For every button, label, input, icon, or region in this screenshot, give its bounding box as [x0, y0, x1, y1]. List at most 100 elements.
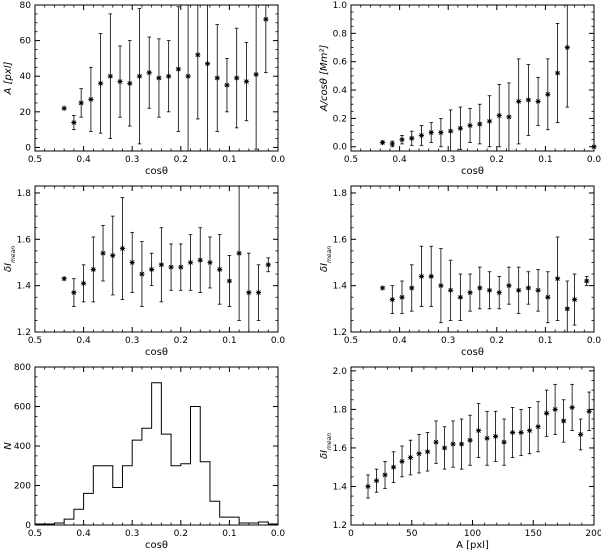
data-point	[496, 290, 502, 296]
data-point	[255, 290, 262, 296]
data-point	[166, 73, 172, 79]
x-tick-label: 0.2	[490, 155, 504, 165]
data-point	[544, 410, 550, 416]
data-point	[365, 483, 371, 490]
x-tick-label: 0.3	[441, 155, 455, 165]
data-point	[448, 128, 454, 134]
x-tick-label: 0.4	[76, 155, 91, 165]
data-point	[168, 264, 174, 270]
data-point	[61, 276, 67, 282]
x-axis-label: A [pxl]	[456, 540, 489, 551]
y-tick-label: 400	[14, 442, 31, 452]
data-point	[98, 80, 104, 86]
data-point	[136, 73, 143, 79]
y-tick-label: 0	[25, 521, 31, 531]
x-tick-label: 0.2	[490, 336, 504, 346]
data-point	[158, 262, 164, 268]
data-point	[438, 129, 444, 136]
plot-frame	[350, 4, 595, 152]
chart-panel-2: 0.5 0.4 0.3 0.2 0.1 0.0 0.0 0.2 0.4 0.6 0.8 1.0 cosθ…	[319, 1, 601, 177]
chart-panel-1: 0.5 0.4 0.3 0.2 0.1 0.0 0 20 40 60 80 cosθ A [pxl]	[3, 1, 285, 177]
data-point	[433, 439, 439, 445]
plot-frame	[350, 185, 595, 333]
data-point	[265, 262, 271, 268]
chart-panel-4: 0.5 0.4 0.3 0.2 0.1 0.0 1.2 1.4 1.6 1.8 cosθ δImean	[319, 185, 601, 358]
data-point	[516, 98, 522, 104]
x-tick-label: 0.5	[28, 155, 42, 165]
x-tick-label: 0.0	[587, 336, 601, 346]
x-tick-label: 50	[406, 529, 418, 539]
data-point	[236, 250, 242, 256]
y-tick-label: 600	[14, 403, 31, 413]
x-tick-label: 0.1	[222, 529, 236, 539]
y-axis-label: A [pxl]	[3, 61, 14, 95]
y-axis-label: N	[3, 442, 14, 450]
x-tick-label: 0.4	[392, 155, 407, 165]
y-tick-label: 40	[20, 72, 32, 82]
x-tick-label: 0.5	[28, 529, 42, 539]
data-point	[61, 105, 67, 111]
y-tick-label: 0	[25, 143, 31, 153]
data-point	[525, 285, 531, 291]
x-axis-label: cosθ	[461, 347, 484, 358]
y-tick-label: 200	[14, 482, 31, 492]
plot-frame	[350, 366, 595, 526]
data-point	[518, 429, 524, 436]
data-point	[399, 137, 405, 143]
data-point	[253, 71, 259, 78]
x-tick-label: 0.0	[587, 155, 601, 165]
data-point	[484, 435, 490, 441]
x-tick-label: 0.0	[271, 529, 286, 539]
data-point	[389, 296, 395, 303]
data-point	[90, 266, 96, 273]
y-axis-label: A/cosθ [Mm²]	[319, 45, 330, 113]
data-point	[516, 287, 522, 293]
data-point	[197, 257, 203, 263]
data-point	[535, 287, 541, 293]
data-point	[554, 276, 561, 282]
data-point	[467, 437, 473, 443]
x-tick-label: 0.4	[76, 336, 91, 346]
y-tick-label: 2.0	[333, 367, 348, 377]
data-point	[373, 478, 380, 484]
data-point	[389, 141, 395, 147]
y-tick-label: 80	[20, 1, 32, 11]
x-tick-label: 0.3	[125, 336, 139, 346]
data-point	[586, 408, 592, 414]
data-point	[204, 61, 211, 67]
x-tick-label: 0.3	[125, 529, 139, 539]
plot-frame	[34, 366, 279, 526]
y-tick-label: 0.2	[333, 114, 347, 124]
chart-panel-5: 0.5 0.4 0.3 0.2 0.1 0.0 0 200 400 600 800 cosθ N	[3, 363, 285, 551]
data-point	[382, 472, 388, 478]
data-point	[506, 114, 512, 120]
y-tick-label: 0.0	[333, 143, 348, 153]
y-tick-label: 0.6	[333, 58, 348, 68]
x-tick-label: 0.5	[344, 336, 358, 346]
data-point	[100, 250, 106, 256]
x-tick-label: 0.2	[174, 529, 188, 539]
data-point	[399, 458, 405, 465]
data-point	[149, 266, 155, 273]
data-point	[399, 294, 405, 300]
data-point	[475, 427, 482, 434]
y-tick-label: 800	[14, 363, 31, 373]
y-tick-label: 1.8	[333, 189, 348, 199]
data-point	[501, 439, 507, 445]
data-point	[506, 283, 512, 289]
data-point	[457, 294, 463, 300]
y-tick-label: 1.4	[333, 482, 348, 492]
y-tick-label: 1.2	[333, 521, 347, 531]
data-point	[175, 66, 181, 72]
data-point	[564, 306, 570, 312]
y-axis-label: δImean	[319, 433, 333, 459]
data-point	[448, 287, 454, 293]
data-point	[195, 52, 201, 58]
x-tick-label: 0.5	[344, 155, 358, 165]
data-point	[379, 285, 386, 291]
y-tick-label: 1.2	[333, 328, 347, 338]
data-point	[492, 433, 499, 439]
data-point	[441, 445, 448, 451]
data-point	[185, 73, 191, 79]
x-tick-label: 0.0	[271, 155, 286, 165]
